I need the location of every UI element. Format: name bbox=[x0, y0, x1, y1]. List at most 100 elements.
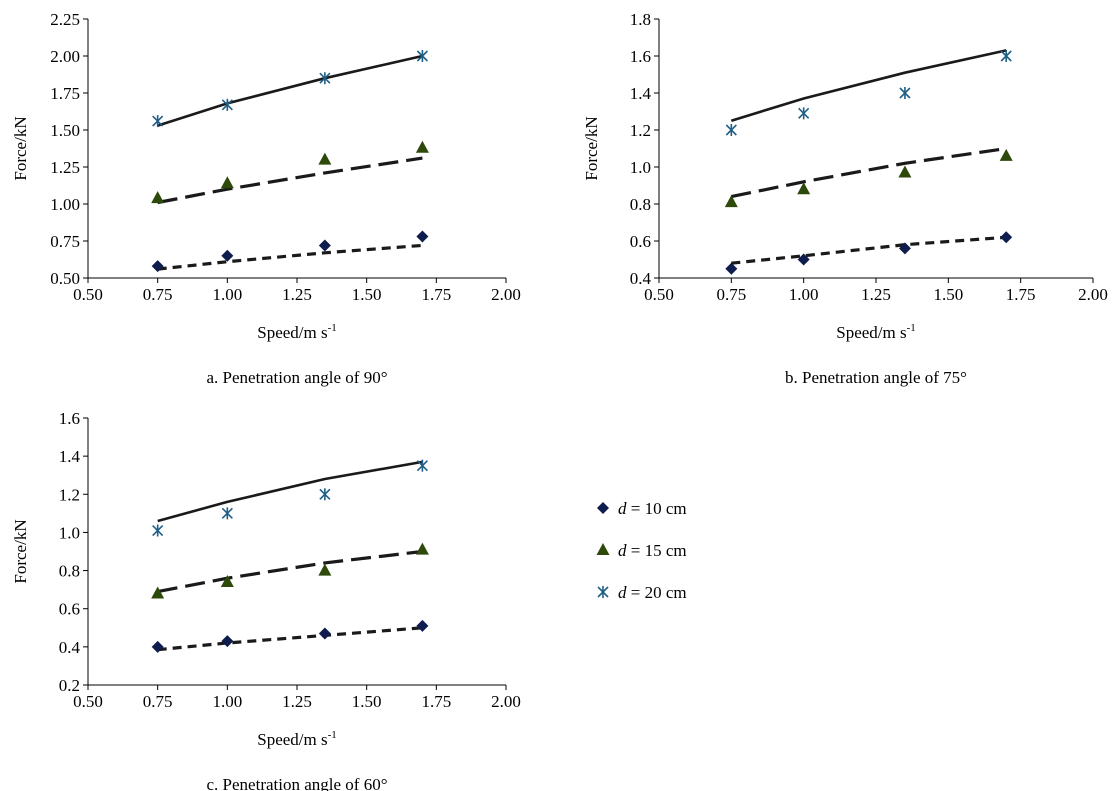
x-axis-label: Speed/m s-1 bbox=[836, 322, 916, 342]
x-tick-label: 0.75 bbox=[716, 285, 746, 304]
data-point-star bbox=[416, 459, 428, 472]
legend-marker-star bbox=[597, 586, 609, 598]
y-tick-label: 2.25 bbox=[50, 10, 80, 29]
x-tick-label: 1.00 bbox=[212, 692, 242, 711]
y-tick-label: 1.6 bbox=[630, 47, 651, 66]
x-tick-label: 1.50 bbox=[352, 692, 382, 711]
data-point-triangle bbox=[999, 148, 1013, 161]
data-point-star bbox=[152, 524, 164, 537]
legend-item-label: d = 15 cm bbox=[618, 541, 687, 560]
x-tick-label: 1.00 bbox=[212, 285, 242, 304]
x-tick-label: 0.75 bbox=[143, 285, 173, 304]
y-tick-label: 1.2 bbox=[59, 485, 80, 504]
data-point-star bbox=[221, 98, 233, 111]
data-point-triangle bbox=[415, 542, 429, 555]
x-axis-label: Speed/m s-1 bbox=[257, 729, 337, 749]
data-point-star bbox=[725, 124, 737, 136]
data-point-triangle bbox=[220, 575, 234, 588]
data-point-diamond bbox=[797, 253, 810, 266]
y-tick-label: 1.8 bbox=[630, 10, 651, 29]
data-point-star bbox=[152, 115, 164, 128]
y-tick-label: 1.2 bbox=[630, 121, 651, 140]
data-point-diamond bbox=[221, 635, 234, 648]
panel-caption: c. Penetration angle of 60° bbox=[207, 775, 388, 791]
data-point-triangle bbox=[724, 195, 738, 208]
x-tick-label: 1.75 bbox=[421, 285, 451, 304]
fit-line-star bbox=[157, 54, 423, 127]
x-axis-label: Speed/m s-1 bbox=[257, 322, 337, 342]
y-tick-label: 0.6 bbox=[59, 600, 80, 619]
y-axis-label: Force/kN bbox=[11, 116, 30, 180]
y-tick-label: 1.4 bbox=[630, 84, 652, 103]
data-point-star bbox=[1000, 50, 1012, 62]
data-point-star bbox=[319, 488, 331, 501]
fit-line-diamond bbox=[157, 626, 423, 652]
x-tick-label: 1.50 bbox=[933, 285, 963, 304]
data-point-star bbox=[798, 107, 810, 120]
y-tick-label: 1.0 bbox=[630, 158, 651, 177]
x-tick-label: 0.50 bbox=[644, 285, 674, 304]
y-tick-label: 2.00 bbox=[50, 47, 80, 66]
data-point-diamond bbox=[151, 640, 164, 653]
fit-line-triangle bbox=[730, 146, 1007, 199]
data-point-diamond bbox=[416, 619, 429, 632]
y-axis-label: Force/kN bbox=[582, 116, 601, 180]
legend-marker-diamond bbox=[597, 502, 609, 514]
x-tick-label: 0.50 bbox=[73, 692, 103, 711]
fit-line-triangle bbox=[157, 549, 423, 594]
y-tick-label: 0.4 bbox=[630, 269, 652, 288]
legend: d = 10 cm d = 15 cm d = 20 cm bbox=[596, 499, 687, 602]
x-tick-label: 0.50 bbox=[73, 285, 103, 304]
y-tick-label: 1.75 bbox=[50, 84, 80, 103]
data-point-diamond bbox=[416, 230, 429, 243]
data-point-diamond bbox=[318, 239, 331, 252]
y-tick-label: 1.4 bbox=[59, 447, 81, 466]
data-point-diamond bbox=[221, 249, 234, 262]
fit-line-triangle bbox=[157, 156, 423, 205]
x-tick-label: 2.00 bbox=[1078, 285, 1108, 304]
data-point-star bbox=[221, 507, 233, 520]
fit-line-diamond bbox=[157, 243, 423, 271]
x-tick-label: 2.00 bbox=[491, 285, 521, 304]
data-point-triangle bbox=[898, 165, 912, 178]
chart-panel-b: 0.4 0.6 0.8 1.0 1.2 1.4 1.6 1.8 0.50 0.75 1.00 1.25… bbox=[582, 10, 1108, 387]
y-tick-label: 1.25 bbox=[50, 158, 80, 177]
chart-panel-a: 0.50 0.75 1.00 1.25 1.50 1.75 2.00 2.25 0.50 0.75… bbox=[11, 10, 521, 387]
y-tick-label: 0.4 bbox=[59, 638, 81, 657]
y-axis-label: Force/kN bbox=[11, 519, 30, 583]
x-tick-label: 1.25 bbox=[282, 692, 312, 711]
y-tick-label: 0.8 bbox=[630, 195, 651, 214]
fit-line-diamond bbox=[731, 235, 1007, 265]
data-point-triangle bbox=[415, 140, 429, 153]
y-tick-label: 0.75 bbox=[50, 232, 80, 251]
legend-item-label: d = 20 cm bbox=[618, 583, 687, 602]
data-point-diamond bbox=[725, 262, 738, 275]
fit-line-star bbox=[157, 460, 423, 523]
x-tick-label: 1.75 bbox=[421, 692, 451, 711]
y-tick-label: 0.2 bbox=[59, 676, 80, 695]
data-point-diamond bbox=[1000, 231, 1013, 244]
data-point-diamond bbox=[898, 242, 911, 255]
x-tick-label: 1.75 bbox=[1006, 285, 1036, 304]
y-tick-label: 0.8 bbox=[59, 562, 80, 581]
y-tick-label: 0.6 bbox=[630, 232, 651, 251]
legend-item-label: d = 10 cm bbox=[618, 499, 687, 518]
y-tick-label: 0.50 bbox=[50, 269, 80, 288]
data-point-triangle bbox=[151, 586, 165, 599]
x-tick-label: 1.25 bbox=[282, 285, 312, 304]
data-point-triangle bbox=[151, 191, 165, 204]
data-point-triangle bbox=[220, 176, 234, 189]
data-point-star bbox=[899, 87, 911, 99]
data-point-star bbox=[416, 50, 428, 62]
panel-caption: b. Penetration angle of 75° bbox=[785, 368, 967, 387]
panel-caption: a. Penetration angle of 90° bbox=[207, 368, 388, 387]
legend-marker-triangle bbox=[596, 543, 610, 555]
data-point-triangle bbox=[797, 182, 811, 195]
x-tick-label: 2.00 bbox=[491, 692, 521, 711]
y-tick-label: 1.6 bbox=[59, 409, 80, 428]
data-point-triangle bbox=[318, 563, 332, 576]
x-tick-label: 0.75 bbox=[143, 692, 173, 711]
y-tick-label: 1.0 bbox=[59, 523, 80, 542]
data-point-diamond bbox=[318, 627, 331, 640]
